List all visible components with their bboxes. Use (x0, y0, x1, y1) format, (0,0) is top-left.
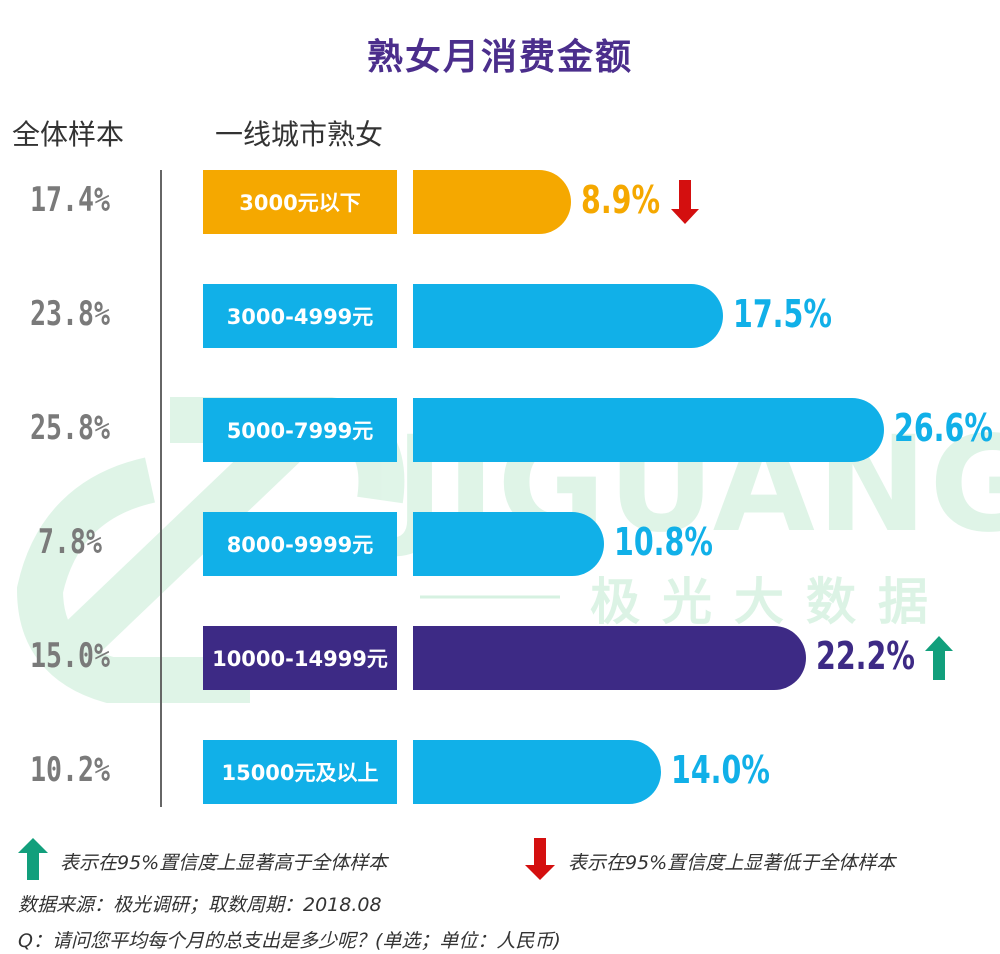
bar-value-label: 14.0% (670, 748, 770, 792)
overall-value-label: 25.8% (30, 408, 110, 448)
data-source: 数据来源：极光调研；取数周期：2018.08 (18, 894, 382, 916)
category-label: 5000-7999元 (203, 398, 397, 462)
bar-value-label: 17.5% (732, 292, 832, 336)
category-label: 15000元及以上 (203, 740, 397, 804)
overall-value-label: 7.8% (38, 522, 102, 562)
column-divider (160, 170, 162, 807)
category-label: 3000元以下 (203, 170, 397, 234)
survey-question: Q：请问您平均每个月的总支出是多少呢？(单选；单位：人民币) (18, 930, 561, 952)
bar (413, 740, 661, 804)
header-overall-sample: 全体样本 (12, 118, 125, 151)
chart-title: 熟女月消费金额 (366, 37, 633, 78)
bar (413, 626, 806, 690)
category-label: 3000-4999元 (203, 284, 397, 348)
watermark-subtitle: 极光大数据 (590, 573, 950, 631)
bar (413, 284, 723, 348)
bar-value-label: 8.9% (580, 178, 660, 222)
category-label: 10000-14999元 (203, 626, 397, 690)
category-label: 8000-9999元 (203, 512, 397, 576)
header-tier1-city: 一线城市熟女 (215, 118, 384, 151)
bar (413, 512, 605, 576)
legend-up-text: 表示在95%置信度上显著高于全体样本 (60, 852, 388, 874)
bar-value-label: 10.8% (614, 520, 714, 564)
down-arrow-icon (525, 838, 555, 880)
bar-value-label: 26.6% (893, 406, 993, 450)
overall-value-label: 10.2% (30, 750, 110, 790)
bar (413, 170, 571, 234)
overall-value-label: 15.0% (30, 636, 110, 676)
overall-value-label: 17.4% (30, 180, 110, 220)
up-arrow-icon (18, 838, 48, 880)
overall-value-label: 23.8% (30, 294, 110, 334)
bar (413, 398, 884, 462)
up-arrow-icon (924, 636, 953, 680)
legend-down-text: 表示在95%置信度上显著低于全体样本 (568, 852, 896, 874)
bar-value-label: 22.2% (815, 634, 915, 678)
down-arrow-icon (670, 180, 699, 224)
